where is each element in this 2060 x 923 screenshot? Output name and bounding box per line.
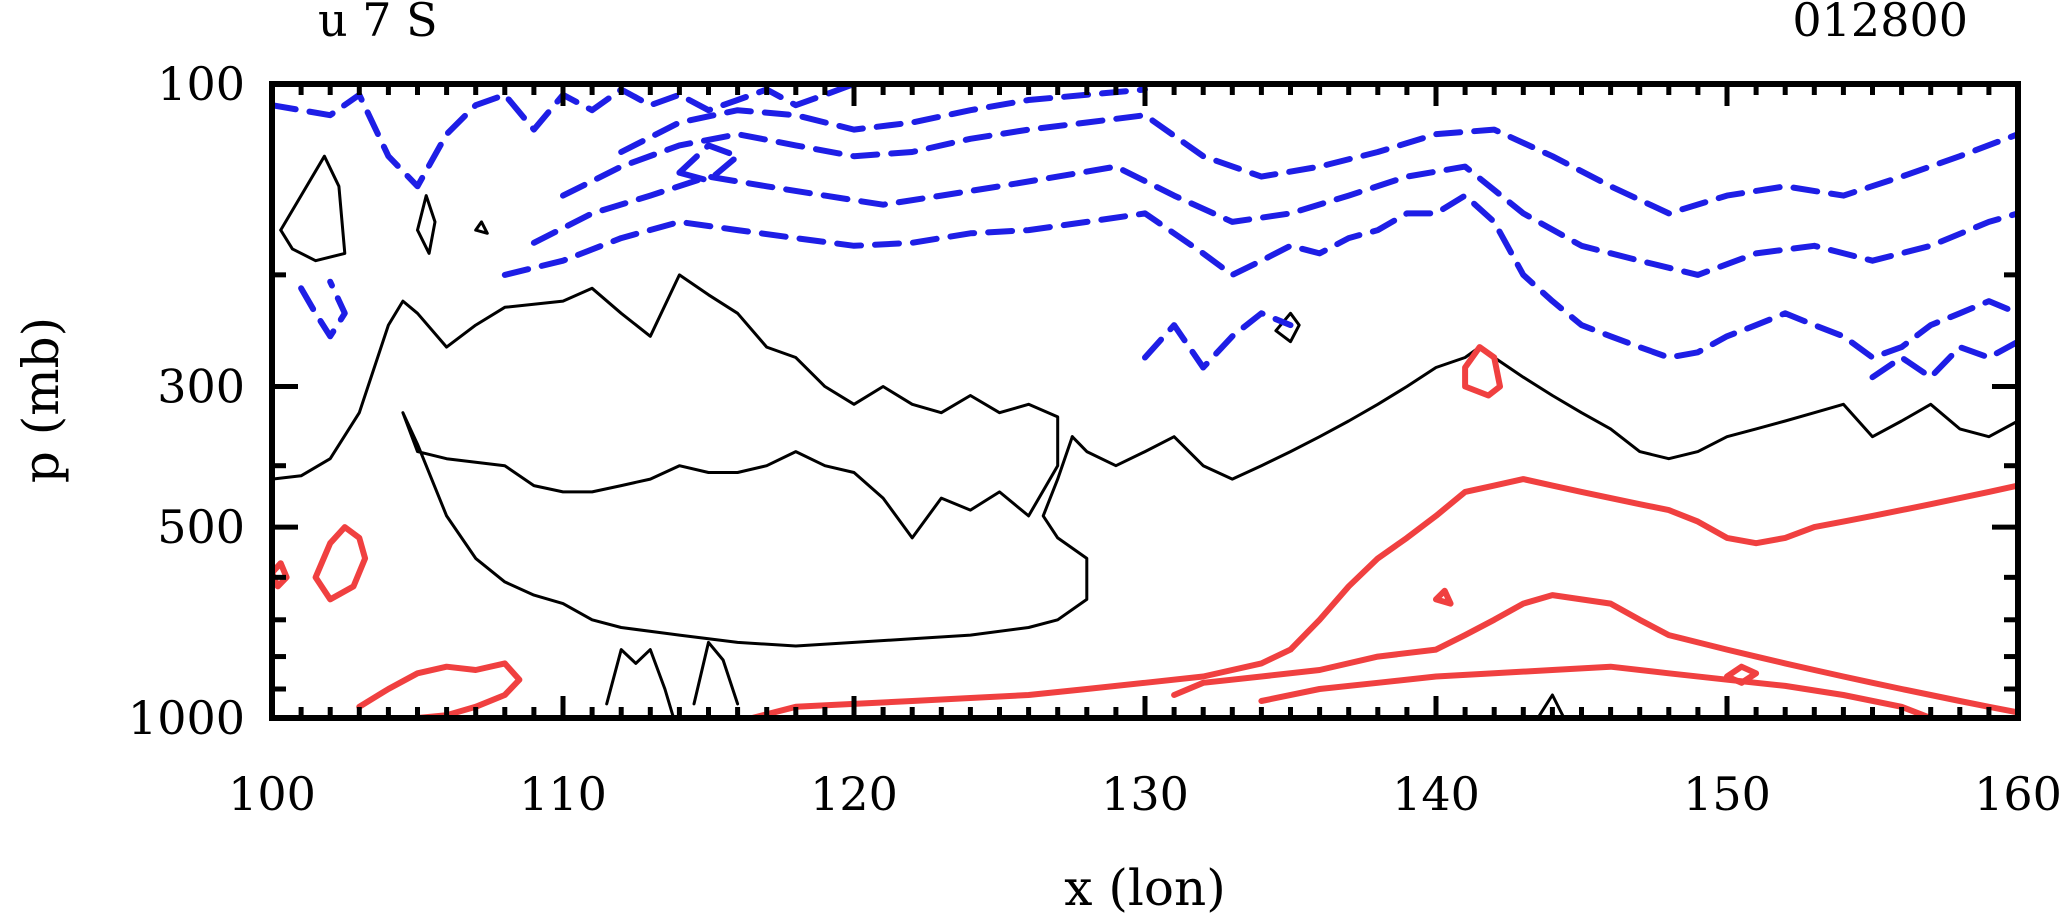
contour-positive	[1724, 663, 1760, 686]
x-tick-label: 140	[1392, 767, 1480, 821]
x-tick-label: 130	[1101, 767, 1189, 821]
contour-negative	[560, 112, 2018, 217]
contour-zero	[416, 194, 437, 255]
contour-negative	[272, 84, 857, 190]
contour-negative	[298, 278, 348, 340]
contour-positive	[356, 660, 523, 718]
contour-positive	[272, 560, 290, 590]
contour-positive	[1433, 587, 1454, 607]
y-axis: 100 300 500 1000	[128, 57, 245, 745]
contour-zero	[272, 273, 1089, 648]
contour-negative	[676, 142, 741, 184]
contour-zero	[1070, 345, 2018, 481]
chart-title-right: 012800	[1792, 0, 1968, 47]
y-tick-label: 1000	[128, 691, 245, 745]
contour-zero	[474, 220, 489, 235]
contour-negative	[1142, 310, 1294, 371]
contour-zero	[692, 640, 740, 706]
contour-positive	[1462, 344, 1503, 399]
contour-positive	[749, 476, 2018, 718]
x-tick-label: 150	[1683, 767, 1771, 821]
x-tick-label: 110	[519, 767, 607, 821]
contour-negative	[618, 86, 1148, 155]
contour-negative	[530, 163, 2018, 278]
contour-negative	[1869, 338, 2018, 381]
contour-layer	[272, 84, 2018, 718]
contour-zero	[1274, 311, 1301, 344]
x-tick-label: 160	[1974, 767, 2060, 821]
y-tick-label: 300	[157, 359, 245, 413]
x-axis-label: x (lon)	[1064, 859, 1225, 917]
x-axis: 100 110 120 130 140 150 160	[228, 767, 2060, 821]
contour-positive	[1171, 592, 2018, 716]
y-tick-label: 500	[157, 500, 245, 554]
contour-positive	[1258, 663, 1934, 718]
y-axis-label: p (mb)	[12, 317, 70, 483]
y-tick-label: 100	[157, 57, 245, 111]
plot-frame	[269, 81, 2021, 721]
contour-negative	[501, 192, 2018, 361]
contour-zero	[1536, 693, 1566, 718]
chart-title-left: u 7 S	[318, 0, 438, 47]
x-tick-label: 120	[810, 767, 898, 821]
x-tick-label: 100	[228, 767, 316, 821]
contour-zero	[605, 648, 676, 718]
contour-zero	[279, 154, 347, 263]
contour-positive	[312, 524, 369, 603]
